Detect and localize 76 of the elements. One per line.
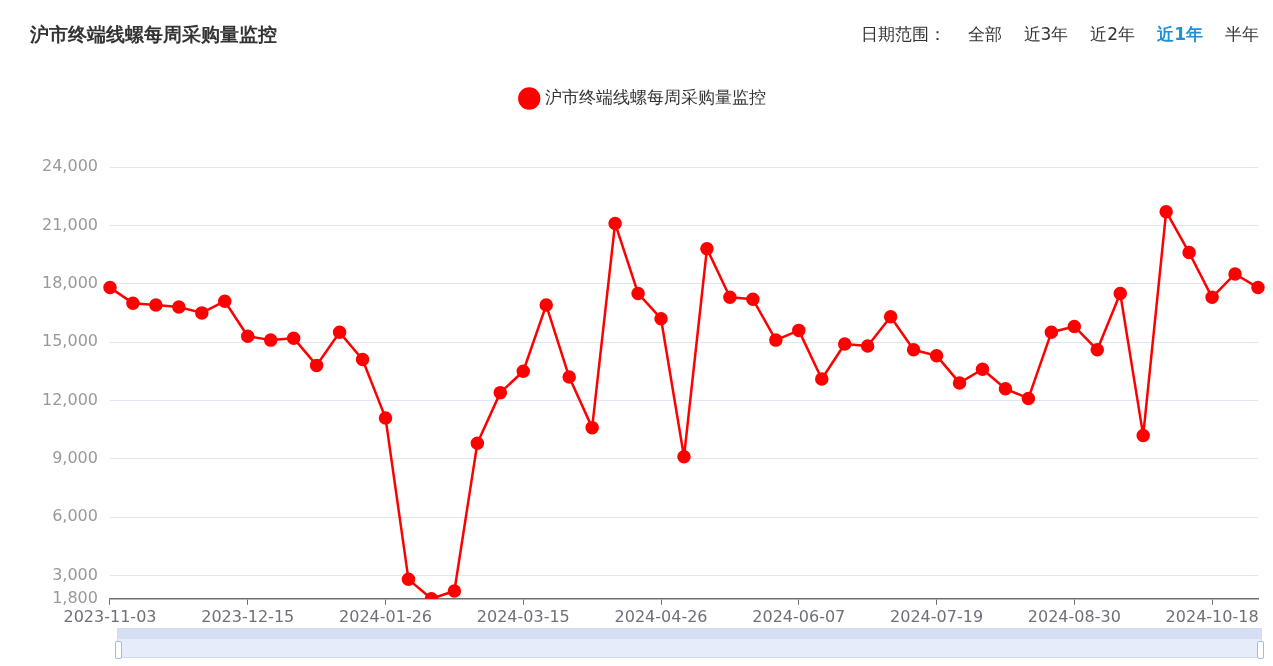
y-tick-label: 9,000	[52, 447, 98, 467]
point	[126, 296, 140, 310]
point	[263, 333, 278, 347]
point	[1205, 290, 1219, 305]
point	[103, 280, 117, 295]
point	[998, 381, 1013, 396]
point	[723, 290, 737, 305]
point	[837, 337, 852, 351]
point	[562, 370, 576, 384]
y-tick-label: 15,000	[42, 331, 98, 351]
point	[1113, 286, 1127, 301]
text: 半年	[1225, 23, 1259, 46]
point	[906, 343, 921, 357]
text: 全部	[967, 23, 1002, 46]
text: 日期范围：	[860, 23, 946, 46]
text: 近2年	[1090, 23, 1136, 46]
point	[700, 241, 714, 256]
y-tick-label: 3,000	[52, 564, 98, 584]
point	[195, 306, 209, 320]
point	[929, 348, 944, 363]
point	[883, 310, 898, 324]
point	[769, 333, 783, 347]
x-tick-label: 2024-03-15	[476, 606, 570, 626]
point	[631, 286, 645, 301]
point	[401, 572, 416, 587]
point	[286, 331, 301, 345]
point	[493, 385, 508, 400]
point	[378, 411, 393, 425]
point	[677, 450, 691, 464]
y-tick-label: 6,000	[52, 506, 98, 526]
point	[1090, 343, 1105, 357]
y-tick-label: 21,000	[42, 214, 98, 234]
point	[608, 216, 622, 231]
y-tick-label: 18,000	[42, 272, 98, 292]
point	[1251, 280, 1265, 295]
point	[447, 584, 462, 598]
text: 近3年	[1023, 23, 1069, 46]
point	[1067, 319, 1082, 334]
x-tick-label: 2024-06-07	[752, 606, 846, 626]
point	[309, 358, 324, 373]
point	[1228, 267, 1242, 281]
text: 近1年	[1157, 23, 1203, 46]
point	[149, 298, 163, 312]
point	[332, 325, 347, 340]
point	[172, 300, 186, 314]
x-tick-label: 2023-11-03	[63, 606, 157, 626]
x-tick-label: 2023-12-15	[201, 606, 295, 626]
point	[815, 372, 829, 386]
point	[1182, 245, 1196, 260]
y-tick-label: 12,000	[42, 389, 98, 409]
point	[355, 352, 370, 367]
point	[585, 420, 599, 435]
x-tick-label: 2024-08-30	[1027, 606, 1121, 626]
point	[470, 436, 485, 450]
point	[1044, 325, 1059, 340]
point	[1136, 428, 1150, 443]
point	[746, 292, 760, 307]
point	[1021, 391, 1036, 406]
point	[241, 329, 255, 343]
x-tick-label: 2024-07-19	[890, 606, 984, 626]
chart-title: 沪市终端线螺每周采购量监控	[30, 22, 277, 47]
point	[539, 298, 553, 312]
point	[975, 362, 990, 377]
point	[654, 311, 668, 326]
y-tick-label: 24,000	[42, 156, 98, 176]
x-tick-label: 2024-04-26	[614, 606, 708, 626]
point	[1159, 204, 1173, 219]
y-tick-label: 1,800	[52, 587, 98, 607]
point	[516, 364, 531, 378]
point	[952, 376, 967, 390]
point	[792, 323, 806, 338]
x-tick-label: 2024-01-26	[339, 606, 432, 626]
point	[218, 294, 232, 308]
x-tick-label: 2024-10-18	[1165, 606, 1259, 626]
point	[860, 339, 875, 353]
legend-label: 沪市终端线螺每周采购量监控	[544, 86, 766, 107]
